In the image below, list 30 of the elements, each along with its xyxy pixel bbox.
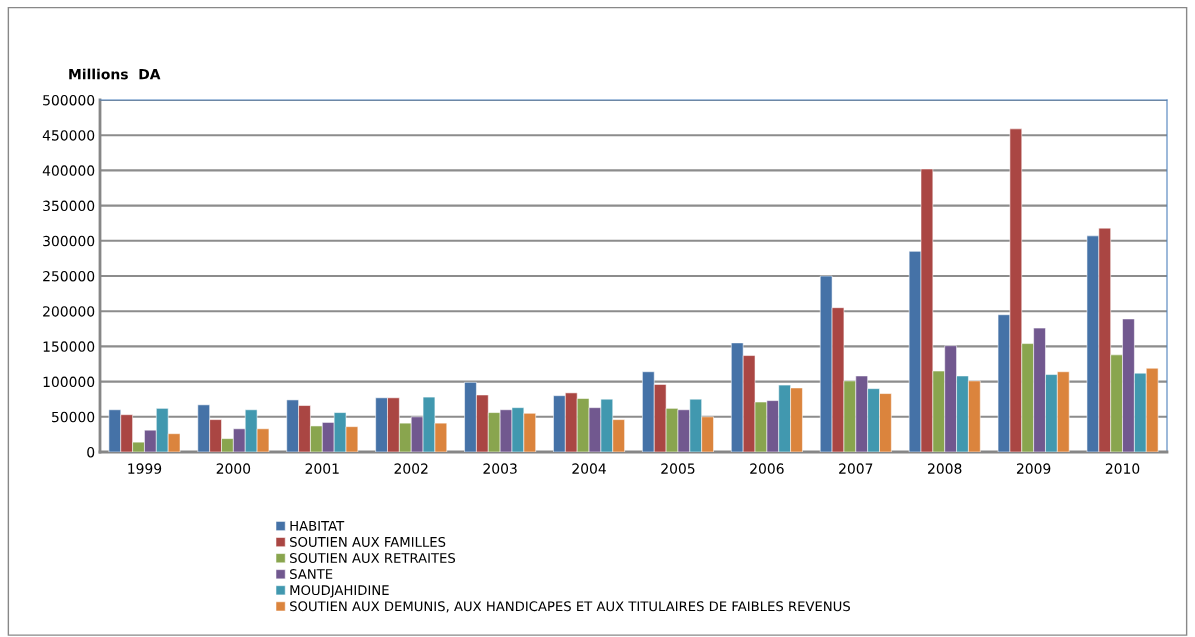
y-tick-label: 250000: [43, 270, 95, 282]
y-tick-label: 500000: [43, 94, 95, 106]
legend-label: SOUTIEN AUX DEMUNIS, AUX HANDICAPES ET AUX TITULAIRES DE FAIBLES REVENUS: [290, 601, 850, 613]
y-tick-label: 100000: [43, 376, 95, 388]
x-tick-label: 2009: [1016, 463, 1051, 474]
y-tick-label: 350000: [43, 200, 95, 212]
legend-label: SOUTIEN AUX FAMILLES: [290, 536, 446, 547]
legend-label: HABITAT: [290, 521, 345, 531]
x-tick-label: 2003: [483, 463, 517, 474]
y-tick-label: 400000: [42, 165, 95, 176]
y-tick-label: 0: [87, 446, 95, 458]
y-tick-label: 200000: [43, 306, 95, 317]
x-tick-label: 2008: [928, 463, 962, 474]
x-tick-label: 2006: [750, 463, 784, 474]
y-tick-label: 150000: [43, 341, 95, 352]
x-tick-label: 1999: [128, 463, 162, 474]
x-tick-label: 2007: [839, 463, 873, 474]
legend-label: MOUDJAHIDINE: [290, 585, 389, 598]
x-tick-label: 2002: [394, 463, 428, 474]
legend-label: SANTE: [290, 569, 333, 580]
x-tick-label: 2010: [1105, 463, 1140, 474]
y-tick-label: 300000: [43, 235, 95, 247]
y-axis-title: Millions DA: [69, 68, 161, 80]
x-tick-label: 2001: [305, 463, 339, 474]
x-tick-label: 2000: [216, 463, 251, 474]
legend-label: SOUTIEN AUX RETRAITES: [290, 553, 456, 563]
y-tick-label: 50000: [52, 411, 95, 423]
x-tick-label: 2005: [661, 463, 695, 474]
y-tick-label: 450000: [42, 130, 95, 141]
x-tick-label: 2004: [572, 463, 606, 474]
